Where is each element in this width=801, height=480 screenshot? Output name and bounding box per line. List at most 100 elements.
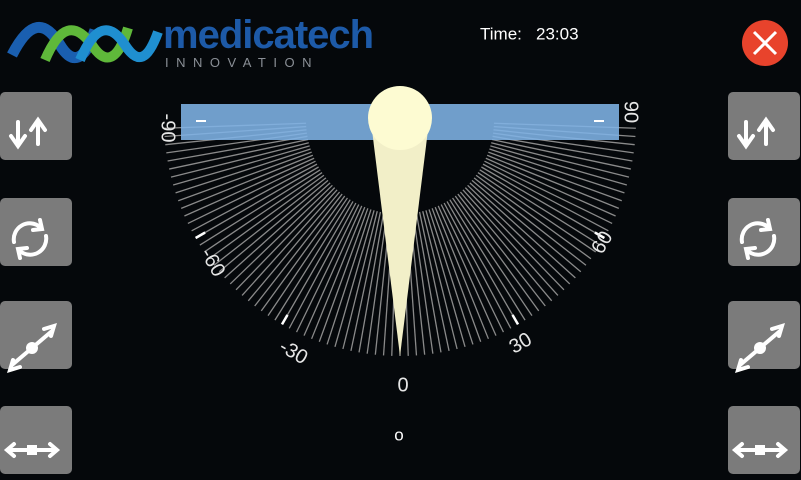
- tick: [434, 206, 490, 340]
- tick: [175, 148, 311, 194]
- dial-label: -90: [157, 114, 179, 143]
- tick: [310, 206, 366, 340]
- tick: [191, 163, 318, 232]
- tick: [454, 195, 540, 312]
- button-bg: [728, 198, 800, 266]
- tick: [274, 199, 351, 321]
- time-label: Time:: [480, 24, 522, 43]
- tick: [172, 145, 310, 186]
- tick: [446, 201, 519, 325]
- tick: [490, 145, 628, 186]
- tick: [437, 205, 497, 336]
- tick: [218, 179, 329, 273]
- tick: [482, 163, 609, 232]
- tick: [187, 160, 316, 225]
- tick: [235, 187, 336, 291]
- dial-label: -60: [196, 245, 230, 281]
- tick: [288, 202, 357, 329]
- tick: [247, 191, 341, 302]
- tick: [459, 191, 553, 302]
- tick: [422, 211, 458, 350]
- tick: [462, 189, 559, 296]
- tick: [486, 154, 620, 210]
- dial-label: -30: [275, 336, 311, 370]
- tick: [213, 177, 327, 266]
- buttons: [0, 92, 800, 474]
- control-button[interactable]: [0, 198, 72, 266]
- tick: [452, 197, 533, 317]
- close-button[interactable]: [742, 20, 788, 66]
- tick: [334, 210, 375, 348]
- major-tick: [594, 231, 606, 240]
- dial-label: 90: [620, 101, 642, 123]
- tick: [492, 135, 633, 162]
- button-bg: [0, 198, 72, 266]
- control-button[interactable]: [0, 92, 72, 160]
- tick: [469, 182, 576, 279]
- control-button[interactable]: [728, 406, 800, 474]
- major-tick: [280, 314, 289, 326]
- dial-ticks: [164, 122, 636, 356]
- time-value: 23:03: [536, 24, 579, 43]
- button-icon: [27, 445, 37, 455]
- control-button[interactable]: [0, 406, 72, 474]
- tick: [184, 157, 315, 217]
- dial-label: 60: [587, 228, 617, 258]
- control-button[interactable]: [728, 198, 800, 266]
- tick: [431, 208, 482, 342]
- button-bg: [0, 406, 72, 474]
- logo: medicatech INNOVATION: [7, 13, 374, 70]
- button-icon: [754, 342, 766, 354]
- dial-label: 30: [506, 328, 536, 358]
- tick: [443, 202, 512, 329]
- tick: [412, 212, 434, 354]
- tick: [167, 135, 308, 162]
- tick: [489, 148, 625, 194]
- tick: [303, 205, 363, 336]
- tick: [415, 212, 442, 353]
- tick: [467, 184, 571, 285]
- major-tick: [511, 314, 520, 326]
- control-button[interactable]: [0, 301, 72, 373]
- tick: [477, 172, 597, 253]
- tick: [180, 154, 314, 210]
- tick: [326, 209, 372, 345]
- tick: [229, 184, 333, 285]
- tick: [473, 177, 587, 266]
- button-icon: [9, 116, 47, 150]
- needle: [368, 86, 432, 356]
- tick: [178, 151, 312, 202]
- tick: [195, 166, 319, 239]
- tick: [260, 195, 346, 312]
- control-button[interactable]: [728, 92, 800, 160]
- tick: [203, 172, 323, 253]
- button-icon: [11, 218, 49, 260]
- tick: [484, 160, 613, 225]
- tick: [254, 193, 343, 307]
- tick: [169, 138, 309, 170]
- button-bg: [0, 301, 72, 369]
- control-button[interactable]: [728, 301, 800, 373]
- tick: [208, 174, 325, 260]
- tick: [471, 179, 582, 273]
- tagline: INNOVATION: [165, 55, 319, 70]
- tick: [199, 169, 321, 246]
- tick: [318, 208, 369, 342]
- tick: [281, 201, 354, 325]
- brand: medicatech: [163, 13, 373, 57]
- tick: [485, 157, 616, 217]
- major-tick: [194, 231, 206, 240]
- tick: [342, 211, 378, 350]
- tick: [491, 142, 630, 178]
- tick: [366, 212, 388, 354]
- tick: [224, 182, 331, 279]
- tick: [491, 138, 631, 170]
- tick: [475, 174, 592, 260]
- tick: [350, 211, 382, 351]
- tick: [425, 210, 466, 348]
- tick: [358, 212, 385, 353]
- tick: [295, 204, 360, 333]
- tick: [457, 193, 546, 307]
